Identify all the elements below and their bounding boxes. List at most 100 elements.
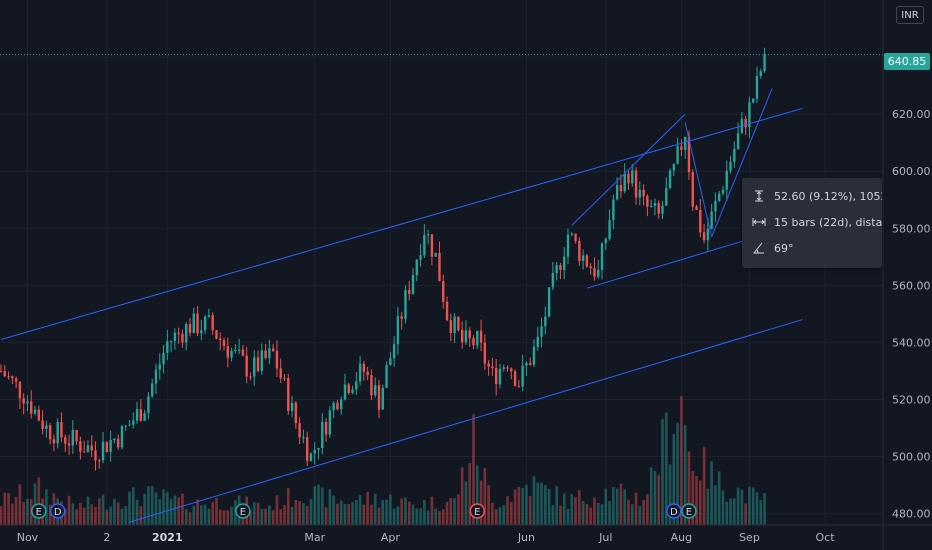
candle-body bbox=[283, 377, 286, 379]
volume-bar bbox=[494, 509, 498, 525]
candle-body bbox=[683, 136, 687, 150]
minor-channel-bottom-line[interactable] bbox=[586, 236, 758, 289]
volume-bar bbox=[721, 490, 725, 525]
candle-body bbox=[460, 330, 464, 343]
volume-bar bbox=[105, 509, 109, 525]
volume-bar bbox=[434, 508, 437, 525]
candle-body bbox=[419, 255, 422, 260]
minor-channel-top-line[interactable] bbox=[571, 113, 686, 226]
candle-body bbox=[600, 243, 604, 270]
pattern-line-2[interactable] bbox=[711, 88, 773, 238]
volume-bar bbox=[642, 500, 645, 525]
candle-body bbox=[661, 205, 664, 214]
volume-bar bbox=[419, 508, 422, 525]
volume-bar bbox=[116, 502, 120, 525]
earnings-marker[interactable]: E bbox=[469, 503, 486, 519]
candle-body bbox=[203, 316, 207, 331]
volume-bar bbox=[525, 484, 528, 525]
candle-body bbox=[253, 357, 256, 377]
candle-body bbox=[90, 445, 93, 451]
trend-lines[interactable] bbox=[0, 88, 803, 523]
candle-body bbox=[169, 341, 173, 343]
candle-body bbox=[653, 203, 657, 206]
volume-bar bbox=[547, 488, 551, 525]
candle-body bbox=[529, 362, 532, 365]
candle-body bbox=[245, 355, 248, 377]
candle-body bbox=[41, 420, 44, 429]
currency-badge[interactable]: INR bbox=[896, 6, 924, 24]
dividend-marker[interactable]: D bbox=[666, 503, 682, 519]
pattern-line-1[interactable] bbox=[684, 122, 713, 237]
volume-bar bbox=[714, 485, 717, 525]
candle-body bbox=[404, 290, 407, 319]
candle-body bbox=[479, 330, 483, 343]
candle-body bbox=[188, 324, 192, 333]
volume-bar bbox=[744, 503, 747, 525]
volume-bars bbox=[0, 396, 766, 525]
candle-body bbox=[676, 146, 679, 164]
price-axis[interactable]: 480.00 500.00 520.00 540.00 560.00 580.00 600.… bbox=[882, 0, 931, 550]
time-axis[interactable]: Nov 2 2021 Mar Apr Jun Jul Aug Sep Oct bbox=[0, 524, 932, 544]
volume-bar bbox=[328, 489, 332, 525]
candle-body bbox=[638, 189, 642, 198]
candle-body bbox=[649, 205, 653, 207]
volume-bar bbox=[7, 493, 10, 525]
candle-body bbox=[109, 440, 112, 452]
candle-body bbox=[75, 430, 78, 442]
volume-bar bbox=[90, 504, 94, 525]
candle-body bbox=[736, 133, 740, 149]
volume-bar bbox=[612, 487, 615, 525]
volume-bar bbox=[706, 488, 710, 525]
volume-bar bbox=[113, 498, 116, 525]
candle-body bbox=[105, 441, 109, 452]
volume-bar bbox=[294, 499, 298, 525]
candle-body bbox=[30, 401, 33, 414]
measure-price-change: 52.60 (9.12%), 1052 bbox=[774, 189, 882, 203]
candle-body bbox=[279, 368, 282, 378]
volume-bar bbox=[332, 495, 335, 525]
volume-bar bbox=[464, 481, 468, 525]
candle-body bbox=[124, 425, 127, 427]
earnings-marker[interactable]: E bbox=[31, 503, 47, 519]
lower-channel-line[interactable] bbox=[129, 319, 803, 523]
volume-bar bbox=[600, 504, 604, 525]
candle-body bbox=[623, 173, 626, 192]
candle-body bbox=[358, 363, 362, 382]
candle-body bbox=[434, 252, 437, 257]
candle-body bbox=[355, 381, 358, 390]
candle-body bbox=[56, 422, 59, 444]
volume-bar bbox=[362, 504, 366, 525]
candle-body bbox=[241, 349, 245, 356]
price-tick-label: 580.00 bbox=[892, 222, 931, 235]
candle-body bbox=[3, 371, 6, 377]
volume-bar bbox=[101, 494, 105, 525]
volume-bar bbox=[661, 418, 664, 525]
candle-body bbox=[14, 378, 18, 382]
volume-bar bbox=[313, 486, 317, 525]
candle-body bbox=[714, 200, 717, 212]
volume-bar bbox=[646, 494, 649, 525]
volume-bar bbox=[305, 505, 309, 525]
candle-body bbox=[237, 349, 241, 351]
candle-body bbox=[445, 301, 449, 321]
volume-bar bbox=[188, 512, 192, 525]
volume-bar bbox=[0, 506, 3, 525]
volume-bar bbox=[207, 508, 211, 525]
candle-body bbox=[521, 365, 524, 387]
volume-bar bbox=[695, 476, 698, 525]
candle-body bbox=[400, 316, 403, 319]
candle-body bbox=[721, 189, 725, 194]
earnings-marker[interactable]: E bbox=[681, 503, 697, 519]
candle-body bbox=[158, 364, 161, 370]
upper-channel-line[interactable] bbox=[0, 107, 803, 341]
dividend-marker[interactable]: D bbox=[49, 503, 66, 519]
volume-bar bbox=[132, 487, 135, 525]
volume-bar bbox=[339, 500, 343, 525]
earnings-marker[interactable]: E bbox=[235, 503, 251, 519]
volume-bar bbox=[513, 489, 517, 525]
candle-body bbox=[271, 348, 275, 351]
volume-bar bbox=[717, 471, 721, 525]
volume-bar bbox=[215, 497, 218, 525]
